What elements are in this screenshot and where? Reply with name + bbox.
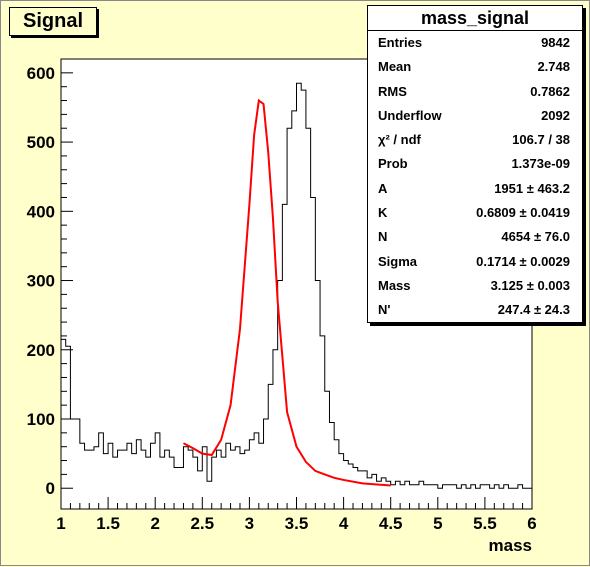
x-tick-label: 4 bbox=[339, 514, 349, 533]
stats-label: N bbox=[378, 229, 388, 245]
stats-label: Sigma bbox=[378, 253, 418, 269]
x-tick-label: 6 bbox=[527, 514, 536, 533]
stats-label: Underflow bbox=[378, 107, 442, 123]
stats-row: Underflow 2092 bbox=[368, 104, 582, 128]
y-tick-label: 0 bbox=[46, 479, 55, 498]
stats-rows: Entries 9842 Mean 2.748 RMS 0.7862 Underflow 20… bbox=[368, 31, 582, 323]
stats-value: 2.748 bbox=[537, 59, 570, 75]
y-tick-label: 500 bbox=[27, 133, 55, 152]
stats-row: N 4654 ± 76.0 bbox=[368, 225, 582, 249]
stats-label: Mass bbox=[378, 277, 411, 293]
histogram-series bbox=[61, 82, 532, 489]
stats-label: Mean bbox=[378, 59, 412, 75]
stats-value: 2092 bbox=[541, 107, 570, 123]
stats-label: Entries bbox=[378, 35, 423, 50]
y-tick-label: 100 bbox=[27, 410, 55, 429]
canvas-title: Signal bbox=[9, 7, 97, 36]
y-tick-label: 600 bbox=[27, 64, 55, 83]
stats-value: 1.373e-09 bbox=[511, 156, 570, 172]
stats-row: N' 247.4 ± 24.3 bbox=[368, 298, 582, 322]
stats-row: RMS 0.7862 bbox=[368, 80, 582, 104]
fit-curve bbox=[183, 98, 391, 487]
stats-row: K 0.6809 ± 0.0419 bbox=[368, 201, 582, 225]
stats-label: RMS bbox=[378, 83, 407, 99]
stats-value: 247.4 ± 24.3 bbox=[497, 302, 570, 318]
y-tick-label: 200 bbox=[27, 341, 55, 360]
y-tick-label: 300 bbox=[27, 272, 55, 291]
stats-value: 1951 ± 463.2 bbox=[494, 180, 570, 196]
x-tick-label: 1.5 bbox=[96, 514, 120, 533]
y-tick-label: 400 bbox=[27, 202, 55, 221]
stats-row: Prob 1.373e-09 bbox=[368, 152, 582, 176]
stats-row: Sigma 0.1714 ± 0.0029 bbox=[368, 250, 582, 274]
stats-label: Prob bbox=[378, 156, 408, 172]
stats-label: χ² / ndf bbox=[378, 132, 421, 148]
stats-value: 0.6809 ± 0.0419 bbox=[476, 205, 570, 221]
stats-value: 9842 bbox=[541, 35, 570, 50]
x-axis-title: mass bbox=[489, 536, 532, 555]
stats-row: Mass 3.125 ± 0.003 bbox=[368, 274, 582, 298]
stats-value: 0.1714 ± 0.0029 bbox=[476, 253, 570, 269]
x-tick-label: 1 bbox=[56, 514, 65, 533]
x-tick-label: 2.5 bbox=[190, 514, 214, 533]
stats-label: K bbox=[378, 205, 388, 221]
x-tick-label: 4.5 bbox=[379, 514, 403, 533]
stats-label: A bbox=[378, 180, 388, 196]
stats-row: Entries 9842 bbox=[368, 31, 582, 55]
stats-value: 106.7 / 38 bbox=[512, 132, 570, 148]
stats-row: A 1951 ± 463.2 bbox=[368, 177, 582, 201]
x-tick-label: 5.5 bbox=[473, 514, 497, 533]
stats-value: 3.125 ± 0.003 bbox=[490, 277, 570, 293]
x-tick-label: 3 bbox=[245, 514, 254, 533]
stats-label: N' bbox=[378, 302, 391, 318]
x-tick-label: 2 bbox=[150, 514, 159, 533]
stats-title: mass_signal bbox=[368, 6, 582, 31]
stats-row: χ² / ndf 106.7 / 38 bbox=[368, 128, 582, 152]
x-tick-label: 3.5 bbox=[285, 514, 309, 533]
stats-box: mass_signal Entries 9842 Mean 2.748 RMS 0.786… bbox=[367, 5, 583, 323]
x-tick-label: 5 bbox=[433, 514, 442, 533]
stats-value: 4654 ± 76.0 bbox=[501, 229, 570, 245]
stats-value: 0.7862 bbox=[530, 83, 570, 99]
stats-row: Mean 2.748 bbox=[368, 55, 582, 79]
